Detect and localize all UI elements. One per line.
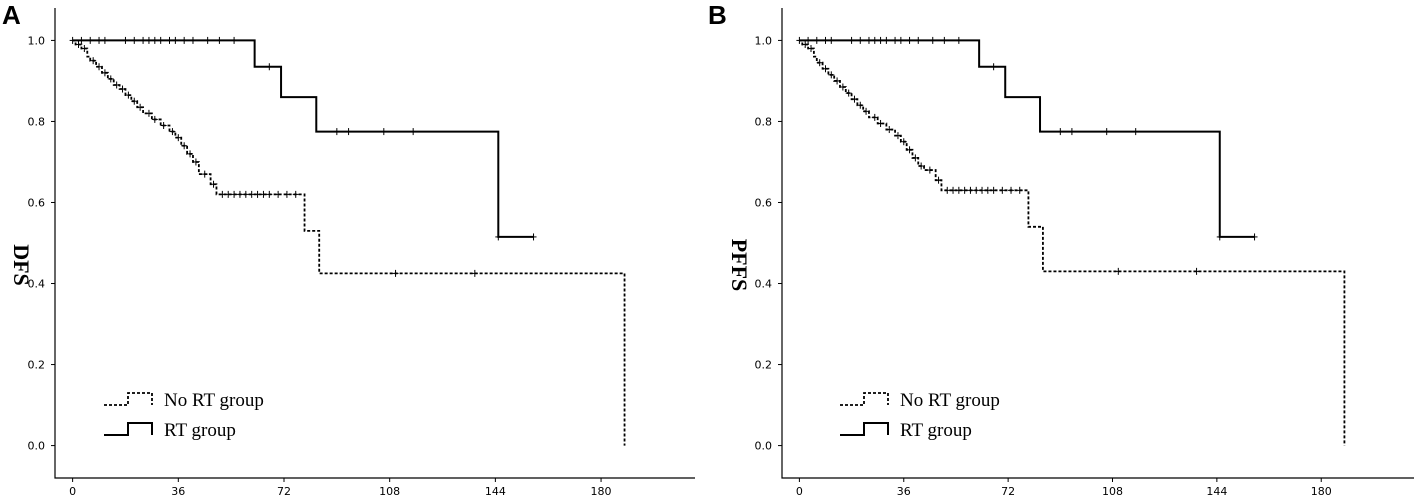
- panel-a: A DFS 0.00.20.40.60.81.0 0 36 72 108 144 180 …: [2, 0, 695, 498]
- ytick-label: 0.0: [28, 440, 46, 453]
- ytick-label: 0.4: [755, 278, 773, 291]
- legend-swatch-no-rt: [104, 392, 153, 406]
- series-line-rt: [72, 39, 534, 238]
- xtick-label: 0: [796, 485, 803, 498]
- ytick-label: 0.2: [755, 359, 773, 372]
- series-line-no-rt: [72, 39, 626, 446]
- legend-label-no-rt: No RT group: [900, 390, 1000, 411]
- xtick-label: 36: [171, 485, 185, 498]
- ytick-label: 1.0: [28, 34, 46, 47]
- legend-swatch-rt: [104, 422, 153, 436]
- legend-label-rt: RT group: [164, 420, 236, 441]
- panel-b-legend: No RT group RT group: [840, 390, 1000, 441]
- panel-a-ylabel: DFS: [9, 244, 34, 286]
- xtick-label: 72: [1001, 485, 1015, 498]
- panel-a-xticks: 0 36 72 108 144 180: [69, 478, 612, 498]
- xtick-label: 36: [897, 485, 911, 498]
- legend-label-no-rt: No RT group: [164, 390, 264, 411]
- panel-b-letter: B: [708, 0, 727, 30]
- ytick-label: 1.0: [755, 34, 773, 47]
- ytick-label: 0.8: [28, 115, 46, 128]
- panel-a-yticks: 0.0 0.2 0.4 0.6 0.8 1.0: [28, 34, 55, 453]
- series-line-no-rt: [799, 39, 1346, 446]
- panel-a-axes: [54, 8, 695, 479]
- xtick-label: 72: [277, 485, 291, 498]
- panel-b-xticks: 0 36 72 108 144 180: [796, 478, 1332, 498]
- xtick-label: 0: [69, 485, 76, 498]
- legend-swatch-rt: [840, 422, 889, 436]
- ytick-label: 0.0: [755, 440, 773, 453]
- ytick-label: 0.6: [28, 196, 46, 209]
- panel-a-legend: No RT group RT group: [104, 390, 264, 441]
- panel-b-curves: [796, 36, 1346, 446]
- series-line-rt: [799, 39, 1255, 238]
- panel-a-curves: [69, 36, 626, 446]
- xtick-label: 180: [591, 485, 612, 498]
- xtick-label: 180: [1311, 485, 1332, 498]
- xtick-label: 108: [1102, 485, 1123, 498]
- panel-b: B PFFS 0.0 0.2 0.4 0.6 0.8 1.0 0 36 72 108 144 180…: [708, 0, 1414, 498]
- ytick-label: 0.8: [755, 115, 773, 128]
- legend-swatch-no-rt: [840, 392, 889, 406]
- ytick-label: 0.6: [755, 196, 773, 209]
- xtick-label: 108: [379, 485, 400, 498]
- legend-label-rt: RT group: [900, 420, 972, 441]
- panel-a-letter: A: [2, 0, 21, 30]
- panel-b-ylabel: PFFS: [727, 239, 752, 292]
- xtick-label: 144: [1206, 485, 1227, 498]
- ytick-label: 0.2: [28, 359, 46, 372]
- panel-b-axes: [781, 8, 1414, 479]
- ytick-label: 0.4: [28, 278, 46, 291]
- panel-b-yticks: 0.0 0.2 0.4 0.6 0.8 1.0: [755, 34, 782, 453]
- xtick-label: 144: [485, 485, 506, 498]
